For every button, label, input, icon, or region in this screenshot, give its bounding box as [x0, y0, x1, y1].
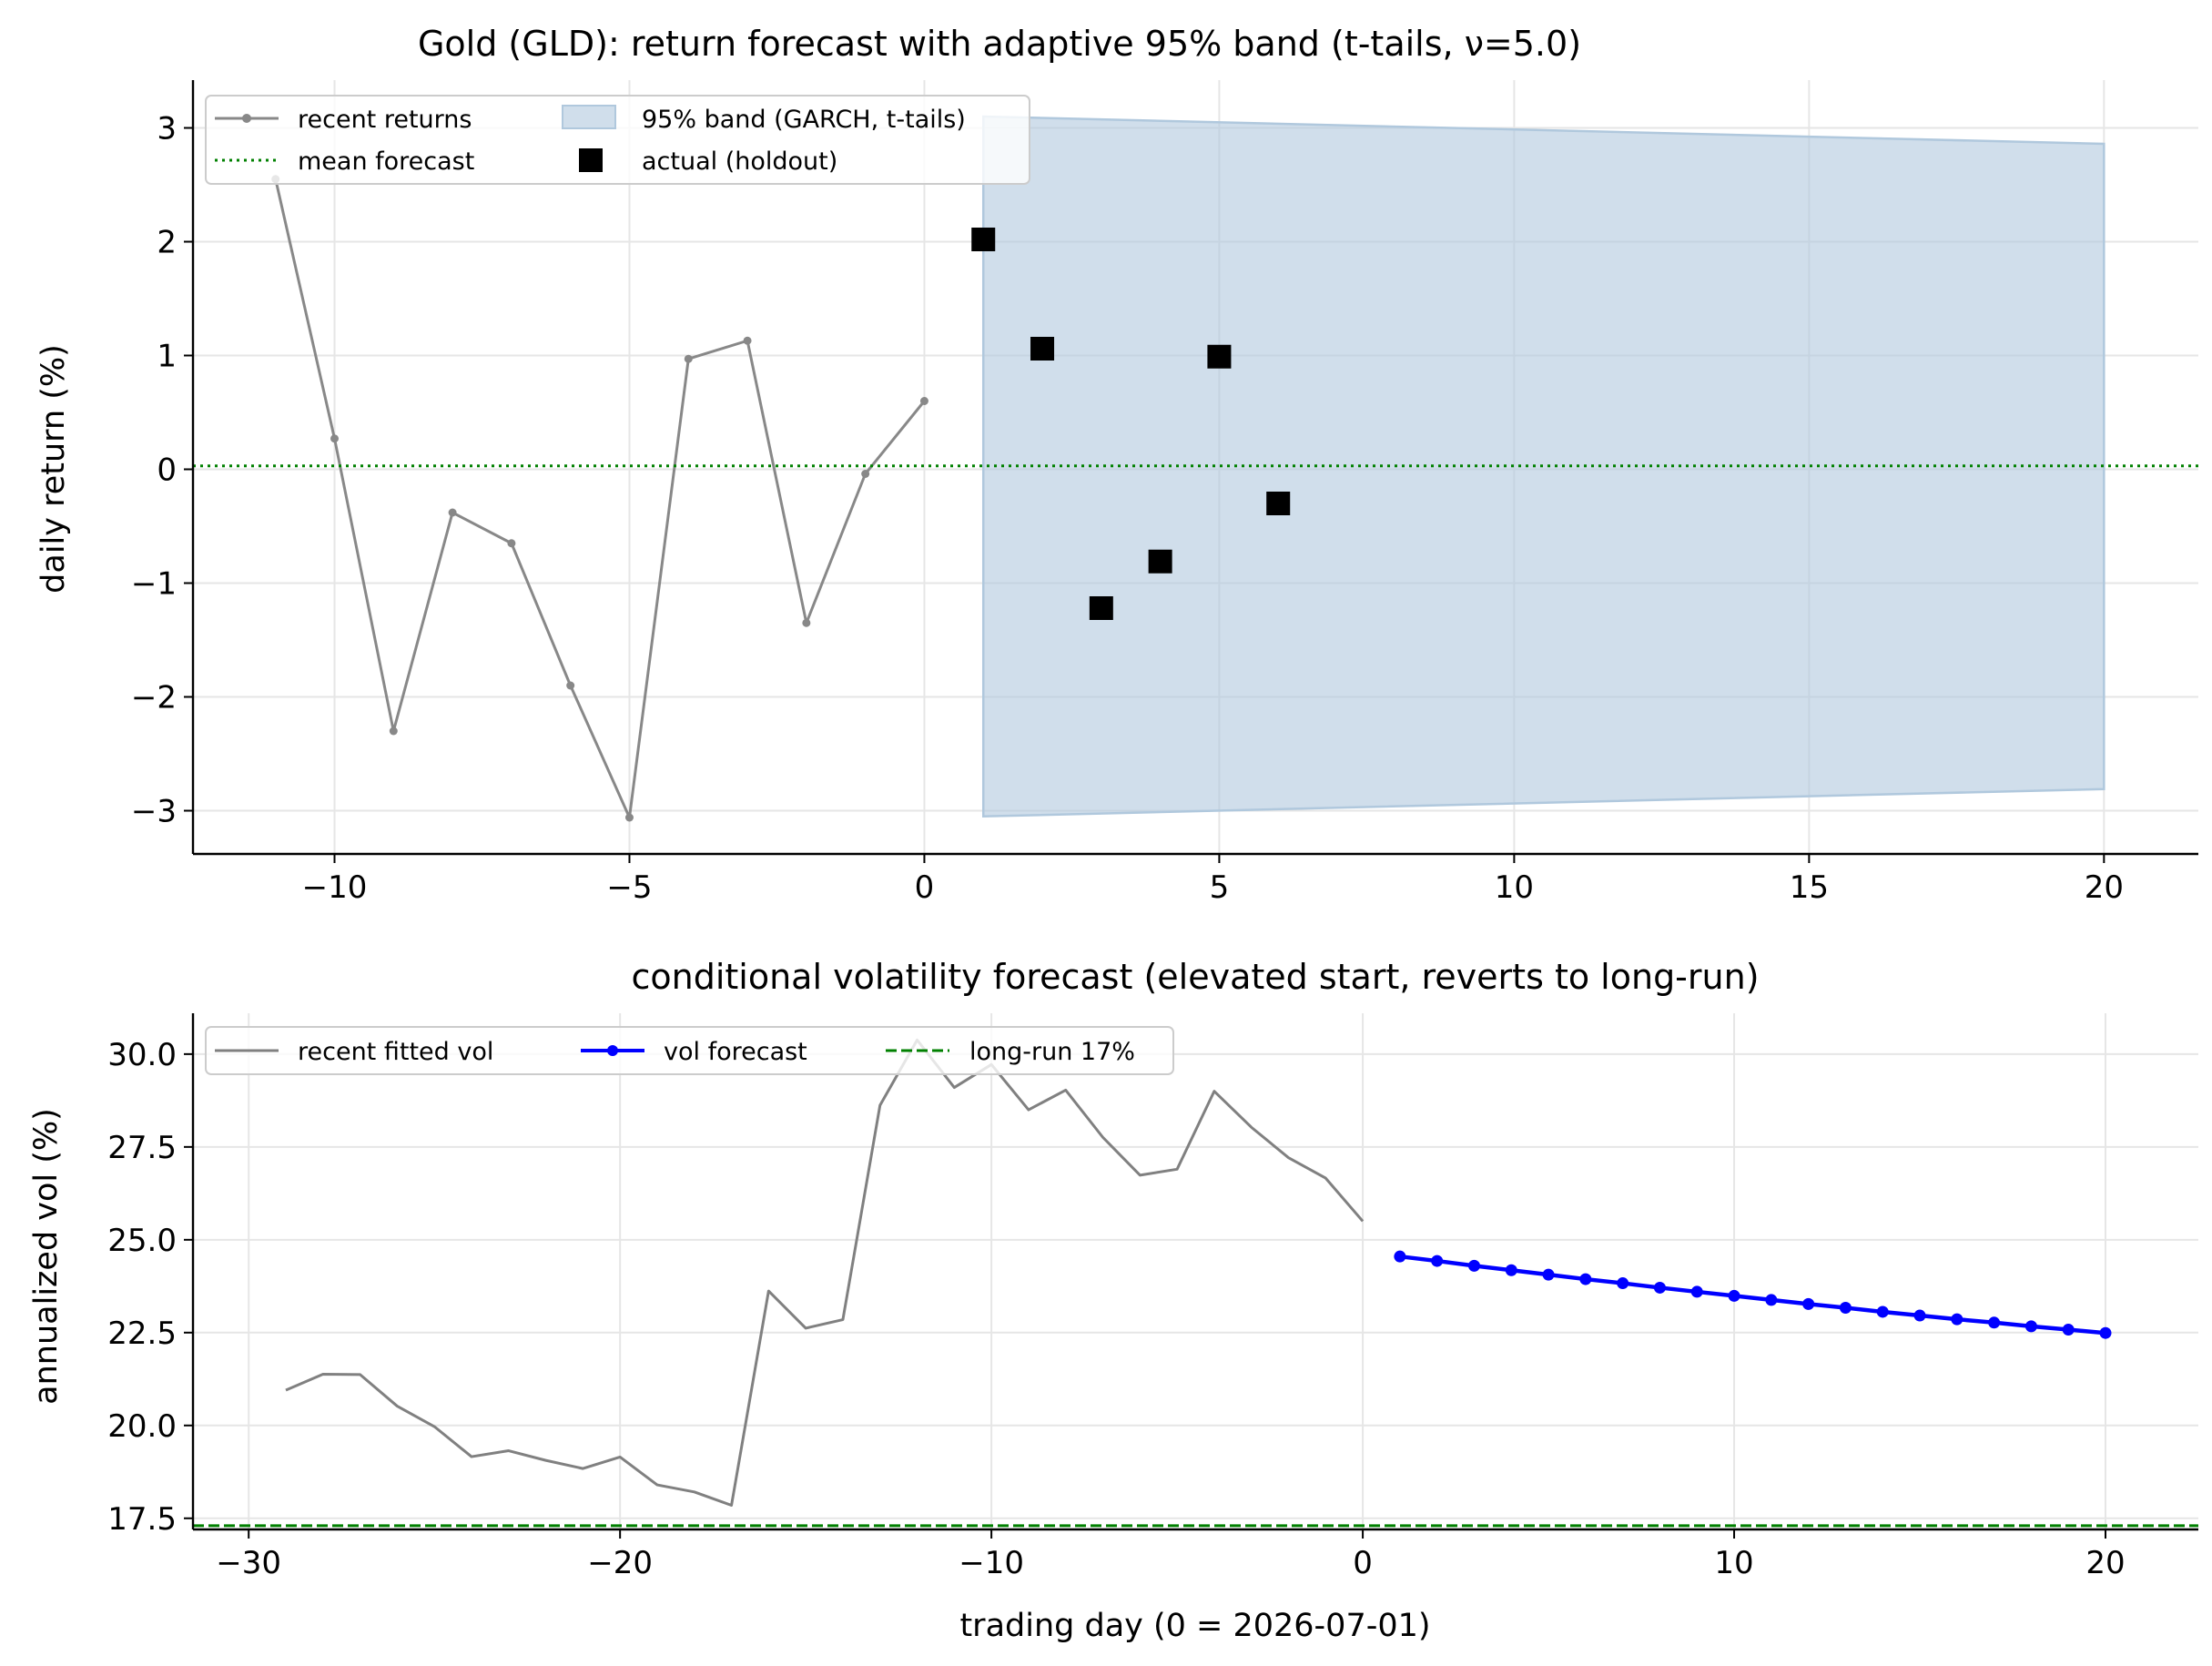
line-vol-forecast — [1399, 1254, 2106, 1336]
point-recent-returns — [861, 470, 870, 478]
legend-recent-fitted-vol-label: recent fitted vol — [298, 1038, 493, 1066]
volatility-chart-title: conditional volatility forecast (elevate… — [631, 957, 1759, 997]
legend-vol-forecast-label: vol forecast — [664, 1038, 807, 1066]
volatility-x-tick-label: 10 — [1714, 1545, 1753, 1581]
line-recent-returns — [274, 178, 926, 819]
returns-chart-title: Gold (GLD): return forecast with adaptiv… — [418, 24, 1581, 64]
point-vol-forecast — [2099, 1326, 2112, 1339]
legend-actual-holdout: actual (holdout) — [579, 147, 837, 176]
point-recent-returns — [389, 726, 398, 736]
volatility-x-tick-label: 0 — [1353, 1545, 1373, 1581]
marker-actual-holdout — [1030, 337, 1055, 361]
returns-axes — [184, 80, 2198, 863]
point-vol-forecast — [1728, 1289, 1740, 1302]
point-vol-forecast — [1467, 1259, 1480, 1272]
point-vol-forecast — [1765, 1294, 1778, 1306]
legend-recent-returns-label: recent returns — [298, 106, 472, 134]
point-recent-returns — [743, 336, 752, 345]
marker-actual-holdout — [1207, 344, 1232, 369]
returns-x-tick-label: 20 — [2085, 869, 2124, 906]
volatility-tick-labels: −30 −20 −10 0 10 20 17.5 20.0 22.5 25.0 27.5 30.0 — [107, 1037, 2125, 1581]
legend-recent-fitted-vol: recent fitted vol — [215, 1038, 493, 1066]
volatility-y-tick-label: 27.5 — [107, 1130, 177, 1166]
legend-recent-returns: recent returns — [215, 106, 472, 134]
volatility-y-tick-label: 20.0 — [107, 1408, 177, 1445]
point-vol-forecast — [1542, 1268, 1555, 1281]
legend-band: 95% band (GARCH, t-tails) — [562, 105, 966, 134]
point-vol-forecast — [1579, 1273, 1592, 1285]
point-recent-returns — [624, 813, 634, 822]
volatility-y-tick-label: 30.0 — [107, 1037, 177, 1073]
legend-vol-forecast: vol forecast — [581, 1038, 807, 1066]
returns-x-tick-label: 15 — [1790, 869, 1829, 906]
returns-x-tick-label: −10 — [302, 869, 368, 906]
legend-actual-holdout-label: actual (holdout) — [642, 147, 837, 176]
returns-panel: Gold (GLD): return forecast with adaptiv… — [36, 24, 2198, 906]
point-recent-returns — [566, 681, 575, 690]
volatility-y-tick-label: 25.0 — [107, 1223, 177, 1259]
returns-y-tick-label: 1 — [157, 339, 177, 375]
legend-mean-forecast-label: mean forecast — [298, 147, 474, 176]
point-recent-returns — [448, 508, 457, 517]
returns-series-layer — [193, 175, 2198, 822]
volatility-panel: conditional volatility forecast (elevate… — [28, 957, 2198, 1644]
returns-y-tick-label: −3 — [131, 794, 177, 830]
point-recent-returns — [919, 397, 928, 405]
volatility-legend: recent fitted vol vol forecast long-run … — [205, 1026, 1174, 1075]
point-recent-returns — [507, 539, 516, 548]
legend-mean-forecast: mean forecast — [215, 147, 474, 176]
volatility-axes — [184, 1013, 2198, 1539]
point-vol-forecast — [1617, 1277, 1629, 1290]
volatility-x-tick-label: 20 — [2085, 1545, 2125, 1581]
legend-long-run-label: long-run 17% — [969, 1038, 1135, 1066]
point-vol-forecast — [2062, 1324, 2075, 1336]
point-vol-forecast — [1802, 1297, 1815, 1310]
returns-y-tick-label: −2 — [131, 680, 177, 716]
point-recent-returns — [330, 434, 340, 443]
volatility-grid — [193, 1013, 2198, 1529]
line-recent-fitted-vol — [285, 1038, 1365, 1507]
volatility-x-axis-label: trading day (0 = 2026-07-01) — [959, 1608, 1430, 1644]
volatility-x-tick-label: −30 — [216, 1545, 281, 1581]
returns-band-layer — [981, 115, 2105, 818]
marker-actual-holdout — [1148, 549, 1172, 574]
point-vol-forecast — [2024, 1320, 2037, 1333]
point-vol-forecast — [1505, 1264, 1517, 1276]
legend-band-label: 95% band (GARCH, t-tails) — [642, 106, 966, 134]
volatility-x-tick-label: −10 — [959, 1545, 1024, 1581]
point-vol-forecast — [1653, 1281, 1666, 1294]
volatility-series-layer — [193, 1038, 2198, 1528]
point-vol-forecast — [1876, 1305, 1889, 1318]
point-recent-returns — [802, 618, 811, 627]
legend-long-run: long-run 17% — [886, 1038, 1135, 1066]
volatility-x-tick-label: −20 — [587, 1545, 653, 1581]
band-95-band-garch-t-tails — [981, 115, 2105, 818]
returns-y-tick-label: 0 — [157, 452, 177, 489]
volatility-y-tick-label: 22.5 — [107, 1316, 177, 1352]
volatility-y-axis-label: annualized vol (%) — [28, 1108, 65, 1405]
point-vol-forecast — [1951, 1313, 1963, 1326]
returns-x-tick-label: 0 — [915, 869, 935, 906]
returns-x-tick-label: −5 — [606, 869, 652, 906]
returns-y-axis-label: daily return (%) — [36, 344, 72, 594]
point-vol-forecast — [1394, 1250, 1406, 1263]
returns-y-tick-label: 3 — [157, 111, 177, 147]
marker-actual-holdout — [1266, 492, 1291, 515]
marker-actual-holdout — [1089, 596, 1113, 620]
point-vol-forecast — [1988, 1316, 2001, 1329]
point-vol-forecast — [1431, 1255, 1444, 1267]
volatility-y-tick-label: 17.5 — [107, 1501, 177, 1538]
point-vol-forecast — [1913, 1309, 1926, 1322]
returns-y-tick-label: 2 — [157, 225, 177, 261]
returns-legend: recent returns 95% band (GARCH, t-tails)… — [205, 95, 1030, 185]
returns-y-tick-label: −1 — [131, 566, 177, 603]
point-recent-returns — [684, 354, 693, 363]
point-vol-forecast — [1839, 1301, 1852, 1314]
point-vol-forecast — [1690, 1285, 1703, 1298]
returns-x-tick-label: 10 — [1495, 869, 1534, 906]
returns-x-tick-label: 5 — [1210, 869, 1230, 906]
marker-actual-holdout — [971, 228, 996, 251]
